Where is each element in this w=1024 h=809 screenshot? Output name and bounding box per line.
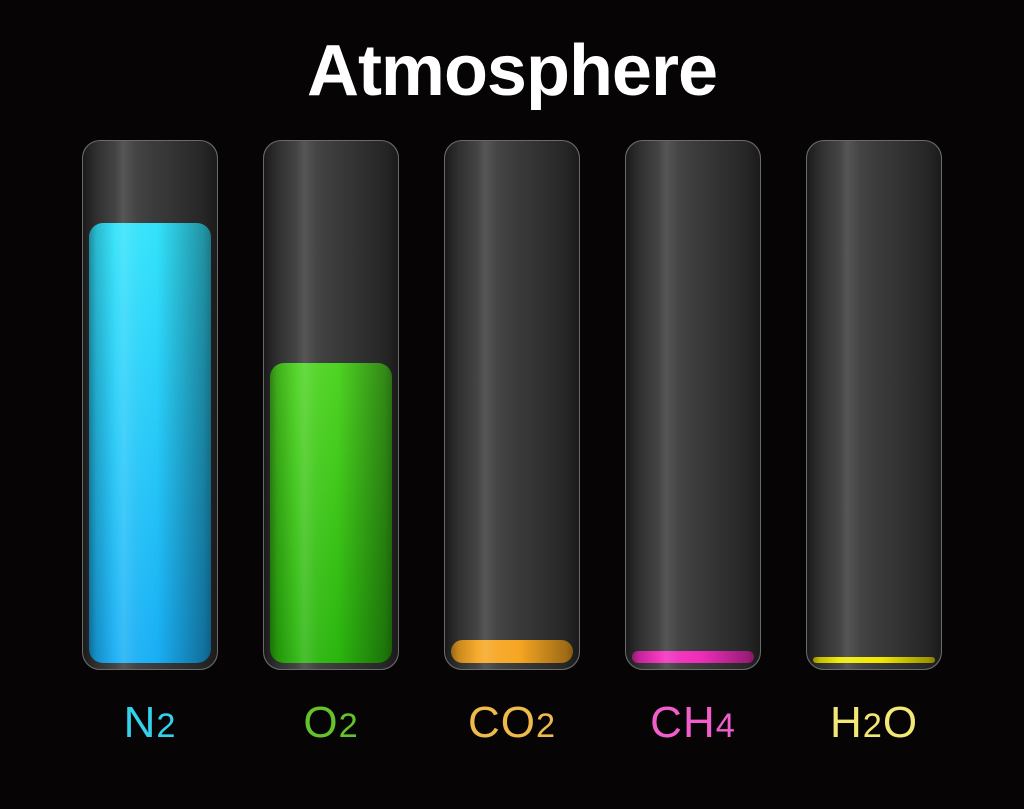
fill-h2o	[813, 657, 935, 663]
label-main: CH	[650, 698, 716, 747]
fill-co2	[451, 640, 573, 663]
tube-shade	[807, 141, 941, 669]
bar-n2: N2	[82, 140, 218, 748]
label-sub: 2	[339, 707, 359, 745]
label-sub: 4	[716, 707, 736, 745]
chart-title: Atmosphere	[0, 30, 1024, 112]
label-sub: 2	[156, 707, 176, 745]
label-main: O	[303, 698, 338, 747]
fill-ch4	[632, 651, 754, 663]
label-sub: 2	[536, 707, 556, 745]
bar-ch4: CH4	[625, 140, 761, 748]
tube-ch4	[625, 140, 761, 670]
fill-o2	[270, 363, 392, 663]
label-h2o: H2O	[830, 698, 918, 748]
label-main: N	[124, 698, 157, 747]
chart-stage: Atmosphere N2O2CO2CH4H2O	[0, 0, 1024, 809]
label-co2: CO2	[468, 698, 556, 748]
tube-n2	[82, 140, 218, 670]
label-o2: O2	[303, 698, 358, 748]
label-n2: N2	[124, 698, 177, 748]
tube-h2o	[806, 140, 942, 670]
bar-o2: O2	[263, 140, 399, 748]
label-main: H	[830, 698, 863, 747]
bar-container: N2O2CO2CH4H2O	[82, 140, 942, 748]
tube-shade	[445, 141, 579, 669]
bar-h2o: H2O	[806, 140, 942, 748]
tube-shade	[626, 141, 760, 669]
fill-n2	[89, 223, 211, 663]
tube-o2	[263, 140, 399, 670]
tube-co2	[444, 140, 580, 670]
label-ch4: CH4	[650, 698, 736, 748]
label-main: CO	[468, 698, 536, 747]
bar-co2: CO2	[444, 140, 580, 748]
label-sub: 2	[863, 707, 883, 745]
label-tail: O	[883, 698, 918, 747]
